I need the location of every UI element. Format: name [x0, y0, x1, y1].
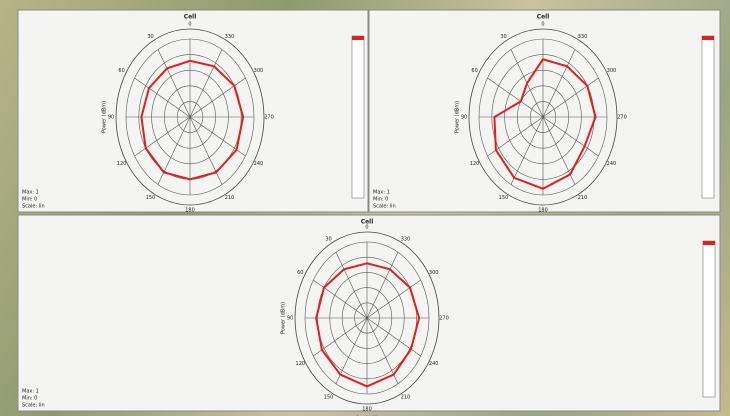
angle-label: 30	[147, 34, 153, 40]
angle-label: 270	[439, 316, 449, 322]
spoke	[189, 49, 223, 118]
angle-label: 180	[538, 208, 548, 214]
spoke	[366, 252, 399, 319]
spoke	[542, 116, 599, 157]
angle-label: 300	[429, 270, 439, 276]
angle-label: 180	[185, 208, 195, 214]
color-bar	[351, 35, 365, 199]
angle-label: 210	[578, 195, 588, 201]
angle-label: 0	[365, 225, 368, 231]
chart-title: Cell	[184, 14, 197, 21]
angle-label: 180	[362, 407, 372, 413]
angle-label: 120	[117, 161, 127, 167]
spoke	[189, 77, 246, 118]
chart-title: Cell	[361, 219, 374, 226]
color-bar-cap	[352, 36, 364, 40]
angle-label: 240	[607, 161, 617, 167]
spoke	[510, 116, 544, 185]
spoke	[542, 77, 599, 118]
info-text: Min: 0	[22, 197, 37, 203]
info-text: Scale: lin	[22, 204, 45, 210]
angle-label: 60	[471, 68, 477, 74]
color-bar	[701, 35, 715, 199]
info-text: Scale: lin	[373, 204, 396, 210]
y-axis-label: Power (dBm)	[102, 101, 108, 133]
info-text: Min: 0	[22, 396, 37, 402]
chart-title: Cell	[537, 14, 550, 21]
spoke	[313, 279, 368, 319]
angle-label: 90	[108, 115, 114, 121]
outer-ring	[468, 28, 618, 206]
spoke	[366, 279, 421, 319]
angle-label: 0	[541, 22, 544, 28]
angle-label: 60	[118, 68, 124, 74]
angle-label: 210	[225, 195, 235, 201]
color-bar	[702, 240, 716, 398]
pattern-line	[493, 58, 597, 190]
angle-label: 210	[401, 394, 411, 400]
spoke	[542, 49, 576, 118]
spoke	[157, 49, 191, 118]
y-axis-label: Power (dBm)	[455, 101, 461, 133]
info-text: Max: 1	[373, 190, 390, 196]
outer-ring	[115, 28, 265, 206]
color-bar-cap	[703, 241, 715, 245]
angle-label: 120	[296, 361, 306, 367]
color-bar-cap	[702, 36, 714, 40]
spoke	[487, 77, 544, 118]
angle-label: 150	[146, 195, 156, 201]
angle-label: 330	[578, 34, 588, 40]
info-text: Min: 0	[373, 197, 388, 203]
angle-label: 270	[264, 115, 274, 121]
angle-label: 30	[500, 34, 506, 40]
outer-ring	[294, 231, 440, 405]
angle-label: 240	[429, 361, 439, 367]
info-text: Max: 1	[22, 389, 39, 395]
panel	[17, 214, 721, 412]
angle-label: 330	[401, 237, 411, 243]
spoke	[335, 317, 368, 384]
angle-label: 150	[324, 394, 334, 400]
angle-label: 120	[470, 161, 480, 167]
panel	[368, 9, 721, 213]
angle-label: 300	[254, 68, 264, 74]
spoke	[134, 116, 191, 157]
angle-label: 150	[499, 195, 509, 201]
y-axis-label: Power (dBm)	[281, 302, 287, 334]
info-text: Max: 1	[22, 190, 39, 196]
info-text: Scale: lin	[22, 403, 45, 409]
pattern-line	[315, 262, 421, 388]
pattern-line	[140, 59, 245, 181]
angle-label: 330	[225, 34, 235, 40]
angle-label: 240	[254, 161, 264, 167]
angle-label: 0	[188, 22, 191, 28]
angle-label: 90	[461, 115, 467, 121]
angle-label: 90	[287, 316, 293, 322]
angle-label: 30	[325, 237, 331, 243]
spoke	[134, 77, 191, 118]
angle-label: 270	[617, 115, 627, 121]
spoke	[335, 252, 368, 319]
angle-label: 60	[297, 270, 303, 276]
spoke	[366, 317, 399, 384]
angle-label: 300	[607, 68, 617, 74]
